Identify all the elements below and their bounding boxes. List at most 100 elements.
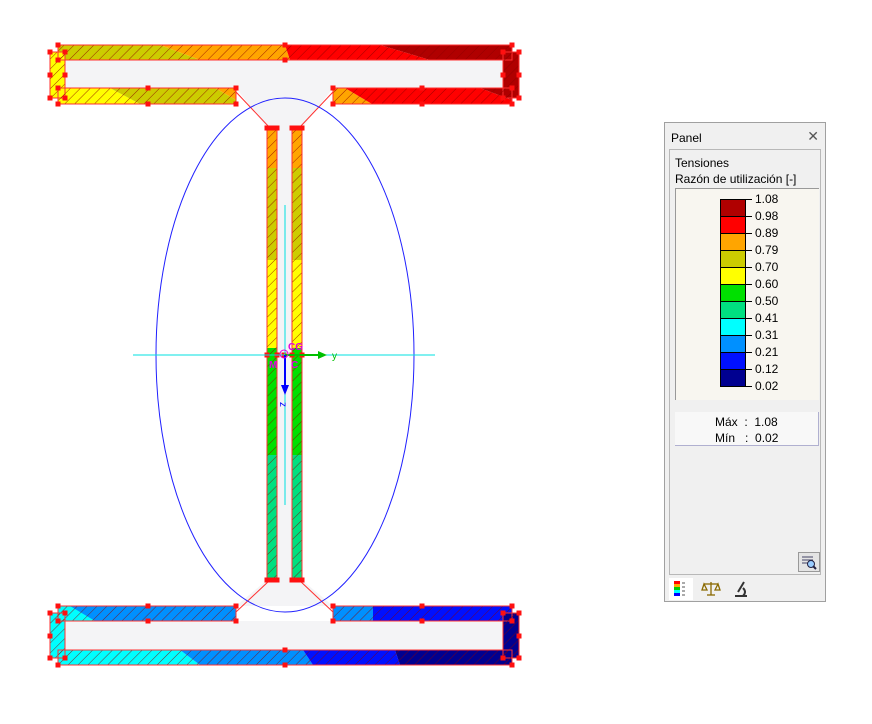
section-node bbox=[55, 101, 61, 107]
tab-microscope[interactable] bbox=[729, 578, 753, 600]
section-node bbox=[509, 85, 515, 91]
section-node bbox=[47, 49, 53, 55]
section-node bbox=[516, 633, 522, 639]
panel: Panel ✕ Tensiones Razón de utilización [… bbox=[664, 122, 826, 602]
section-node bbox=[282, 42, 288, 48]
legend-color-band bbox=[720, 199, 746, 217]
section-node bbox=[294, 577, 300, 583]
section-node bbox=[500, 610, 506, 616]
legend-color-band bbox=[720, 284, 746, 302]
zoom-search-icon bbox=[802, 556, 817, 570]
section-node bbox=[509, 603, 515, 609]
color-legend: 1.08 0.98 0.89 0.79 0.70 0.60 0.50 0.41 0.31 0.21… bbox=[675, 188, 819, 400]
y-axis-label: y bbox=[332, 351, 337, 362]
section-node bbox=[55, 603, 61, 609]
microscope-icon bbox=[735, 581, 747, 597]
legend-color-band bbox=[720, 301, 746, 319]
legend-tick bbox=[746, 335, 752, 336]
min-label: Mín bbox=[715, 431, 736, 445]
section-node bbox=[274, 125, 280, 131]
section-node bbox=[233, 618, 239, 624]
legend-tick bbox=[746, 352, 752, 353]
panel-content: Tensiones Razón de utilización [-] 1.08 0… bbox=[669, 149, 821, 575]
section-node bbox=[419, 603, 425, 609]
legend-color-band bbox=[720, 369, 746, 387]
section-node bbox=[47, 633, 53, 639]
section-node bbox=[264, 577, 270, 583]
legend-value: 0.21 bbox=[755, 345, 779, 359]
section-node bbox=[500, 49, 506, 55]
separator: : bbox=[744, 415, 748, 429]
section-node bbox=[62, 49, 68, 55]
balance-icon bbox=[701, 582, 721, 596]
legend-value: 0.12 bbox=[755, 362, 779, 376]
section-node bbox=[233, 603, 239, 609]
m-label: M bbox=[269, 360, 277, 371]
section-node bbox=[55, 57, 61, 63]
section-node bbox=[330, 618, 336, 624]
legend-value: 0.60 bbox=[755, 277, 779, 291]
zoom-search-button[interactable] bbox=[798, 552, 820, 572]
section-node bbox=[516, 95, 522, 101]
tab-balance[interactable] bbox=[699, 578, 723, 600]
section-node bbox=[299, 125, 305, 131]
legend-tick bbox=[746, 301, 752, 302]
c-label: C bbox=[291, 360, 298, 371]
section-node bbox=[47, 95, 53, 101]
section-node bbox=[55, 662, 61, 668]
legend-tick bbox=[746, 369, 752, 370]
section-node bbox=[509, 662, 515, 668]
color-scale-icon bbox=[674, 581, 685, 596]
min-value: 0.02 bbox=[755, 431, 779, 445]
panel-heading: Tensiones bbox=[675, 156, 730, 170]
legend-color-band bbox=[720, 335, 746, 353]
section-node bbox=[47, 655, 53, 661]
legend-value: 0.89 bbox=[755, 226, 779, 240]
legend-tick bbox=[746, 318, 752, 319]
legend-value: 0.50 bbox=[755, 294, 779, 308]
legend-color-band bbox=[720, 233, 746, 251]
bottom-flange bbox=[49, 605, 520, 666]
cg-label: CG bbox=[288, 342, 303, 353]
section-node bbox=[289, 577, 295, 583]
top-flange bbox=[49, 44, 520, 105]
section-node bbox=[282, 647, 288, 653]
section-node bbox=[55, 618, 61, 624]
section-node bbox=[500, 72, 506, 78]
section-node bbox=[330, 85, 336, 91]
legend-color-band bbox=[720, 352, 746, 370]
section-node bbox=[62, 95, 68, 101]
section-node bbox=[282, 662, 288, 668]
section-node bbox=[516, 49, 522, 55]
legend-value: 0.98 bbox=[755, 209, 779, 223]
section-node bbox=[289, 125, 295, 131]
close-icon[interactable]: ✕ bbox=[807, 128, 819, 144]
tab-color-scale[interactable] bbox=[669, 578, 693, 600]
legend-value: 0.41 bbox=[755, 311, 779, 325]
section-node bbox=[233, 101, 239, 107]
section-node bbox=[145, 101, 151, 107]
centroid-marker bbox=[279, 349, 289, 359]
legend-color-band bbox=[720, 216, 746, 234]
section-node bbox=[269, 125, 275, 131]
legend-value: 0.02 bbox=[755, 379, 779, 393]
section-node bbox=[509, 101, 515, 107]
legend-value: 0.31 bbox=[755, 328, 779, 342]
max-min-box: Máx : 1.08 Mín : 0.02 bbox=[675, 412, 819, 446]
section-node bbox=[330, 603, 336, 609]
section-node bbox=[62, 655, 68, 661]
legend-tick bbox=[746, 216, 752, 217]
section-node bbox=[299, 577, 305, 583]
separator: : bbox=[745, 431, 749, 445]
section-node bbox=[269, 577, 275, 583]
section-node bbox=[516, 72, 522, 78]
legend-tick bbox=[746, 386, 752, 387]
y-axis-arrow: y bbox=[285, 351, 337, 362]
section-node bbox=[516, 655, 522, 661]
section-node bbox=[47, 72, 53, 78]
section-node bbox=[55, 85, 61, 91]
section-node bbox=[62, 610, 68, 616]
section-node bbox=[294, 125, 300, 131]
legend-tick bbox=[746, 284, 752, 285]
